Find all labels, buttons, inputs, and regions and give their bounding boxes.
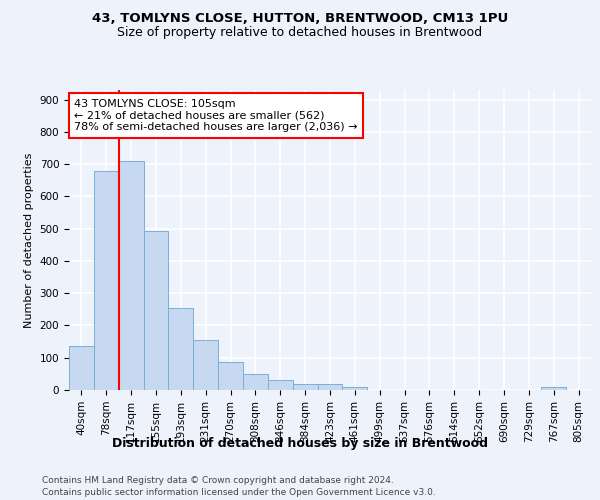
Text: Distribution of detached houses by size in Brentwood: Distribution of detached houses by size … (112, 438, 488, 450)
Text: Contains public sector information licensed under the Open Government Licence v3: Contains public sector information licen… (42, 488, 436, 497)
Bar (343, 387, 367, 390)
Bar (69, 346, 94, 390)
Text: 43, TOMLYNS CLOSE, HUTTON, BRENTWOOD, CM13 1PU: 43, TOMLYNS CLOSE, HUTTON, BRENTWOOD, CM… (92, 12, 508, 24)
Bar (143, 231, 169, 390)
Text: 43 TOMLYNS CLOSE: 105sqm
← 21% of detached houses are smaller (562)
78% of semi-: 43 TOMLYNS CLOSE: 105sqm ← 21% of detach… (74, 99, 358, 132)
Bar (541, 387, 566, 390)
Bar (243, 374, 268, 390)
Bar (293, 384, 317, 390)
Bar (193, 340, 218, 390)
Bar (94, 172, 119, 390)
Bar (218, 362, 243, 390)
Bar (119, 161, 143, 390)
Bar (317, 384, 343, 390)
Text: Contains HM Land Registry data © Crown copyright and database right 2024.: Contains HM Land Registry data © Crown c… (42, 476, 394, 485)
Bar (169, 308, 193, 390)
Y-axis label: Number of detached properties: Number of detached properties (24, 152, 34, 328)
Text: Size of property relative to detached houses in Brentwood: Size of property relative to detached ho… (118, 26, 482, 39)
Bar (268, 380, 293, 390)
